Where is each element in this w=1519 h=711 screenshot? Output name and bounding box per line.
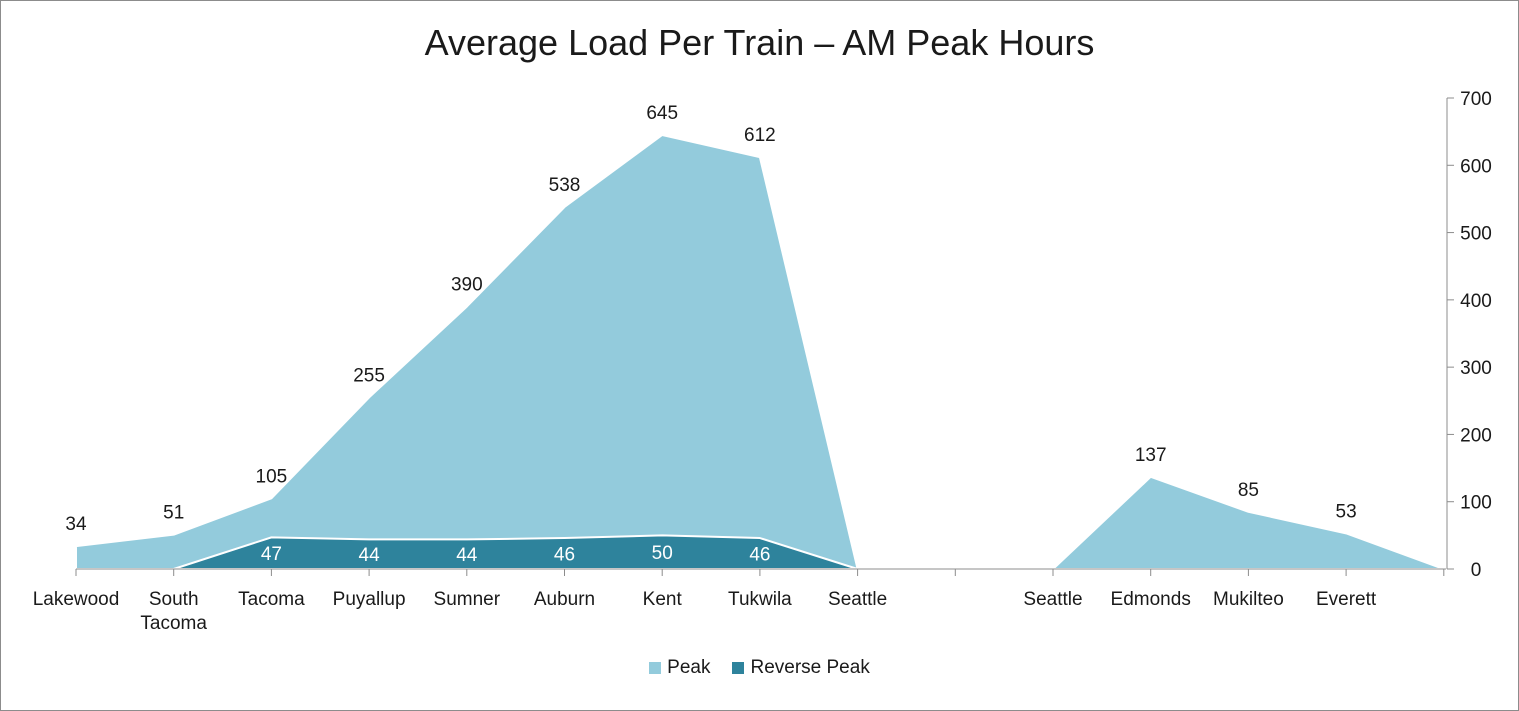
data-label-peak: 137 xyxy=(1135,445,1167,466)
legend-label-peak: Peak xyxy=(667,657,711,678)
x-tick-label: Kent xyxy=(643,589,683,610)
x-tick-label: Seattle xyxy=(1023,589,1082,610)
data-label-reverse-peak: 47 xyxy=(261,544,282,565)
y-tick-label: 400 xyxy=(1460,291,1492,312)
y-tick-label: 500 xyxy=(1460,224,1492,245)
x-tick-label: Puyallup xyxy=(333,589,406,610)
y-tick-label: 600 xyxy=(1460,156,1492,177)
legend-item-peak: Peak xyxy=(649,657,710,679)
data-label-reverse-peak: 44 xyxy=(359,545,381,566)
legend-label-reverse-peak: Reverse Peak xyxy=(750,657,870,678)
x-tick-label: Tukwila xyxy=(728,589,792,610)
x-tick-label: Tacoma xyxy=(140,613,207,634)
x-tick-label: Tacoma xyxy=(238,589,305,610)
data-label-peak: 105 xyxy=(256,466,288,487)
area-reverse-peak xyxy=(172,534,859,570)
x-tick-label: Lakewood xyxy=(33,589,120,610)
data-label-reverse-peak: 46 xyxy=(749,545,770,566)
x-tick-label: Edmonds xyxy=(1111,589,1191,610)
y-tick-label: 700 xyxy=(1460,89,1492,110)
legend: Peak Reverse Peak xyxy=(0,657,1519,679)
data-label-peak: 538 xyxy=(549,175,581,196)
y-tick-label: 300 xyxy=(1460,358,1492,379)
data-label-peak: 612 xyxy=(744,125,776,146)
data-label-peak: 255 xyxy=(353,365,385,386)
data-label-peak: 390 xyxy=(451,275,483,296)
legend-swatch-peak xyxy=(649,662,662,674)
x-tick-label: South xyxy=(149,589,199,610)
data-label-peak: 85 xyxy=(1238,480,1259,501)
area-peak xyxy=(75,134,859,570)
data-label-reverse-peak: 44 xyxy=(456,545,478,566)
y-tick-label: 0 xyxy=(1471,560,1482,581)
x-tick-label: Everett xyxy=(1316,589,1377,610)
y-tick-label: 100 xyxy=(1460,493,1492,514)
data-label-peak: 34 xyxy=(65,514,87,535)
x-tick-label: Sumner xyxy=(434,589,501,610)
x-tick-label: Mukilteo xyxy=(1213,589,1284,610)
x-tick-label: Seattle xyxy=(828,589,887,610)
data-label-reverse-peak: 50 xyxy=(652,543,673,564)
chart-title: Average Load Per Train – AM Peak Hours xyxy=(424,22,1095,63)
y-tick-label: 200 xyxy=(1460,425,1492,446)
data-label-reverse-peak: 46 xyxy=(554,545,575,566)
data-label-peak: 51 xyxy=(163,503,184,524)
data-label-peak: 53 xyxy=(1336,501,1357,522)
legend-item-reverse-peak: Reverse Peak xyxy=(732,657,870,679)
x-tick-label: Auburn xyxy=(534,589,595,610)
data-label-peak: 645 xyxy=(646,103,678,124)
legend-swatch-reverse-peak xyxy=(732,662,745,674)
